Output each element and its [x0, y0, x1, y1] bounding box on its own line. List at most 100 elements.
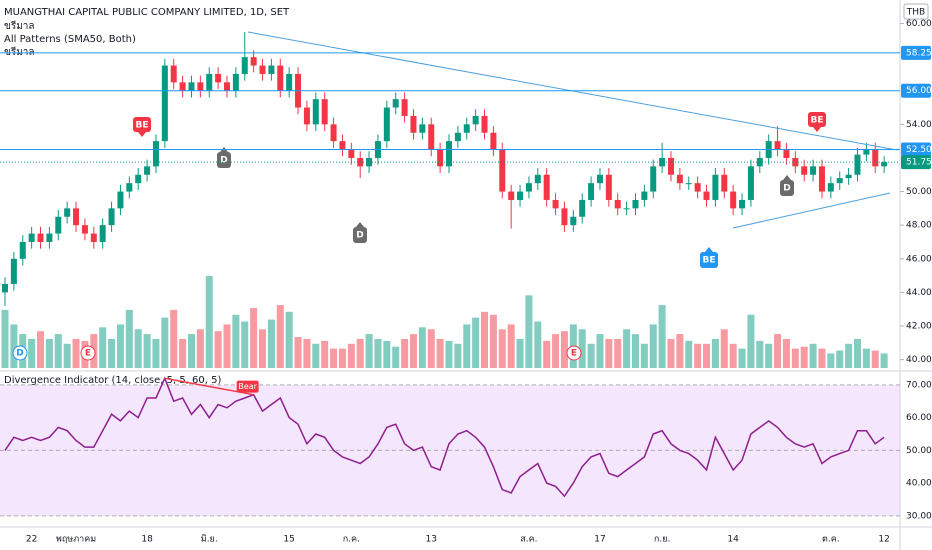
volume-bar — [774, 334, 782, 368]
candle-body — [774, 141, 781, 150]
volume-bar — [578, 329, 586, 368]
level-box — [901, 83, 931, 98]
volume-bar — [99, 327, 107, 368]
volume-bar — [729, 343, 737, 368]
volume-bar — [507, 324, 515, 368]
candle-body — [499, 149, 506, 192]
volume-bar — [134, 329, 142, 368]
candle-body — [241, 57, 248, 74]
candle-body — [588, 183, 595, 200]
y-tick-label: 44.00 — [906, 288, 932, 298]
candle-body — [259, 65, 266, 74]
volume-bar — [125, 309, 133, 368]
volume-bar — [179, 338, 187, 368]
volume-bar — [267, 319, 275, 368]
volume-bar — [196, 329, 204, 368]
volume-bar — [472, 317, 480, 368]
candle-body — [410, 115, 417, 133]
candle-body — [117, 191, 124, 209]
volume-bar — [436, 338, 444, 368]
volume-bar — [756, 340, 764, 368]
pattern-marker: BE — [700, 247, 718, 268]
candle-body — [135, 174, 142, 184]
volume-bar — [720, 329, 728, 368]
candle-body — [446, 141, 452, 167]
volume-bar — [45, 338, 53, 368]
volume-bar — [614, 338, 622, 368]
candle-body — [161, 65, 168, 142]
candle-body — [525, 183, 532, 192]
x-tick-label: ก.ค. — [343, 535, 360, 545]
x-tick-label: พฤษภาคม — [56, 535, 96, 545]
divergence-box — [236, 380, 259, 393]
candle-body — [676, 174, 683, 184]
candle-body — [721, 174, 728, 192]
candle-body — [632, 199, 639, 209]
candle-body — [685, 183, 692, 185]
volume-bar — [534, 321, 542, 368]
y-tick-label: 40.00 — [906, 355, 932, 365]
volume-bar — [836, 350, 844, 368]
volume-bar — [765, 343, 773, 368]
x-tick-label: ส.ค. — [520, 535, 537, 545]
volume-bar — [205, 276, 213, 368]
volume-bar — [294, 337, 302, 368]
marker-label: D — [356, 231, 363, 241]
volume-bar — [116, 324, 124, 368]
candle-body — [330, 124, 337, 142]
marker-label: D — [783, 184, 790, 194]
x-tick-label: 14 — [727, 535, 739, 545]
x-tick-label: 12 — [878, 535, 889, 545]
volume-bar — [605, 338, 613, 368]
candle-body — [10, 258, 17, 284]
y-tick-label: 60.00 — [906, 19, 932, 29]
last-price-box — [901, 155, 931, 170]
candle-body — [348, 149, 355, 158]
volume-bar — [285, 311, 293, 368]
candle-body — [303, 107, 310, 125]
candle-body — [419, 124, 426, 133]
volume-bar — [445, 340, 453, 368]
volume-bar — [703, 343, 711, 368]
candle-body — [881, 162, 888, 167]
y-tick-label: 50.00 — [906, 187, 932, 197]
volume-bar — [747, 314, 755, 368]
candle-body — [472, 115, 479, 125]
candle-body — [64, 208, 71, 217]
candle-body — [659, 157, 666, 167]
event-label: E — [571, 349, 577, 359]
volume-bar — [161, 317, 169, 368]
y-tick-label: 30.00 — [906, 511, 932, 521]
candle-body — [28, 233, 35, 242]
x-tick-label: มิ.ย. — [201, 534, 218, 545]
volume-bar — [587, 343, 595, 368]
y-tick-label: 60.00 — [906, 413, 932, 423]
marker-label: BE — [702, 256, 715, 266]
candle-body — [170, 65, 177, 83]
volume-bar — [489, 314, 497, 368]
volume-bar — [250, 307, 258, 368]
x-tick-label: ก.ย. — [654, 535, 670, 545]
volume-bar — [871, 350, 879, 368]
candle-body — [605, 174, 612, 200]
volume-bar — [63, 343, 71, 368]
trend-line — [732, 192, 891, 229]
pattern-marker: D — [353, 222, 367, 243]
volume-bar — [241, 321, 249, 368]
candle-body — [668, 157, 674, 175]
volume-bar — [516, 338, 524, 368]
candle-body — [845, 174, 852, 179]
candle-body — [747, 166, 754, 200]
y-tick-label: 42.00 — [906, 321, 932, 331]
pattern-marker: BE — [808, 112, 826, 132]
volume-bar — [827, 353, 835, 368]
volume-bar — [37, 331, 45, 368]
candle-body — [490, 132, 497, 150]
event-label: D — [16, 349, 23, 359]
candle-body — [872, 149, 879, 167]
volume-bar — [170, 309, 178, 368]
candle-body — [730, 191, 737, 209]
volume-bar — [28, 338, 36, 368]
volume-bar — [658, 305, 666, 368]
